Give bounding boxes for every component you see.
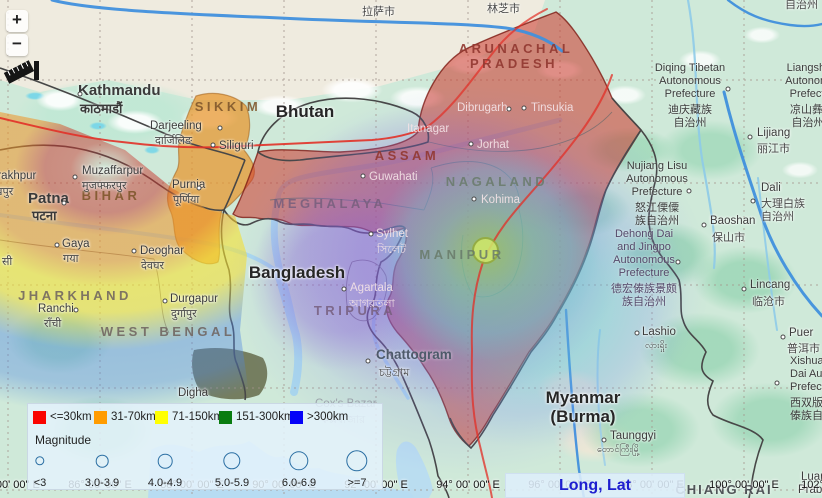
magnitude-legend-label: <3: [33, 477, 47, 489]
magnitude-legend-label: 5.0-5.9: [214, 477, 250, 489]
depth-color-swatch: [33, 411, 46, 424]
depth-color-swatch: [290, 411, 303, 424]
depth-legend-label: 31-70km: [111, 411, 156, 423]
zoom-in-button[interactable]: +: [6, 10, 28, 32]
depth-legend-label: <=30km: [50, 411, 92, 423]
magnitude-scale-circle: [35, 456, 45, 466]
magnitude-scale-circle: [223, 452, 241, 470]
magnitude-scale-circle: [95, 454, 109, 468]
measure-tool-icon[interactable]: [3, 57, 43, 89]
magnitude-legend-title: Magnitude: [35, 433, 92, 447]
legend-panel: <=30km 31-70km 71-150km 151-300km >300km Mag…: [27, 403, 383, 490]
magnitude-scale-circle: [157, 453, 173, 469]
depth-color-swatch: [219, 411, 232, 424]
magnitude-legend-label: 4.0-4.9: [147, 477, 183, 489]
longlat-status-box: Long, Lat: [505, 473, 685, 498]
zoom-out-button[interactable]: −: [6, 34, 28, 56]
ruler-bar-icon: [34, 61, 39, 80]
depth-legend-label: 71-150km: [172, 411, 224, 423]
depth-color-swatch: [155, 411, 168, 424]
depth-legend-label: >300km: [307, 411, 349, 423]
ruler-icon: [3, 60, 35, 84]
magnitude-scale-circle: [289, 451, 309, 471]
magnitude-legend-label: >=7: [347, 477, 367, 489]
earthquake-epicenter-marker[interactable]: [471, 236, 499, 264]
magnitude-scale-circle: [346, 450, 368, 472]
magnitude-legend-label: 6.0-6.9: [281, 477, 317, 489]
depth-color-swatch: [94, 411, 107, 424]
magnitude-legend-label: 3.0-3.9: [84, 477, 120, 489]
depth-legend-label: 151-300km: [236, 411, 294, 423]
coastal-water: [395, 441, 433, 498]
